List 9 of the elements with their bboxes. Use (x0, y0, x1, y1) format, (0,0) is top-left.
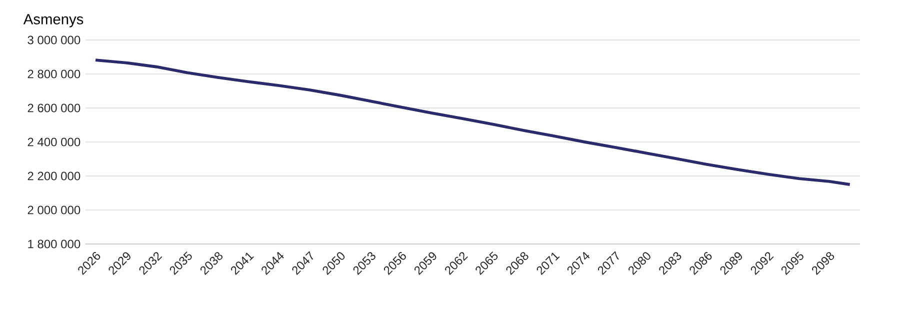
y-tick-label: 2 200 000 (28, 172, 80, 180)
y-tick-label: 3 000 000 (28, 36, 80, 44)
y-tick-label: 2 400 000 (28, 138, 80, 146)
line-series (94, 58, 852, 186)
y-tick-label: 2 000 000 (28, 206, 80, 214)
y-tick-label: 2 600 000 (28, 104, 80, 112)
y-axis-title: Asmenys (23, 14, 84, 28)
y-tick-label: 2 800 000 (28, 70, 80, 78)
y-tick-label: 1 800 000 (28, 240, 80, 248)
